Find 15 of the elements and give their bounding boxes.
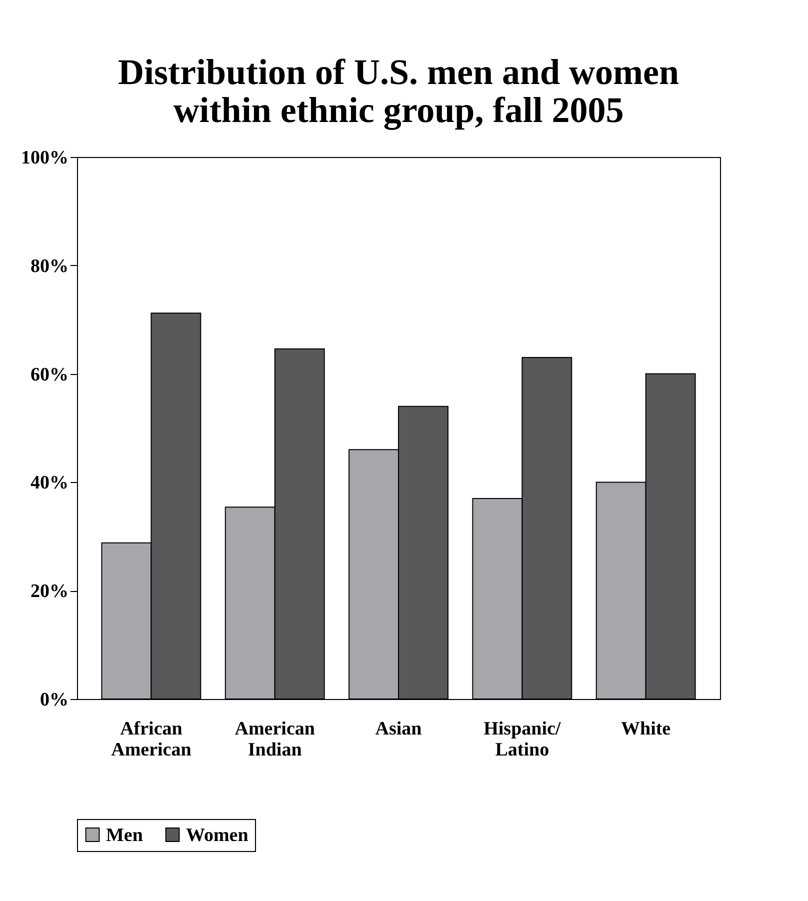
y-tick-label: 100% xyxy=(21,148,68,168)
y-tick-label: 80% xyxy=(30,256,68,277)
y-tick-label: 60% xyxy=(30,364,68,386)
y-tick-label: 40% xyxy=(30,472,68,494)
legend-label: Men xyxy=(106,824,144,846)
text: within ethnic group, fall 2005 xyxy=(173,90,624,130)
y-tick-label: 0% xyxy=(40,690,68,710)
text: Distribution of U.S. men and women xyxy=(118,52,680,92)
y-tick-label: 20% xyxy=(30,581,68,602)
x-tick-label: White xyxy=(621,718,671,740)
legend-label: Women xyxy=(186,824,249,846)
x-tick-label: Asian xyxy=(375,718,422,740)
x-tick-label: American Indian xyxy=(234,718,316,760)
x-tick-label: African American xyxy=(111,718,192,760)
x-tick-label: Hispanic/Latino xyxy=(484,718,562,760)
